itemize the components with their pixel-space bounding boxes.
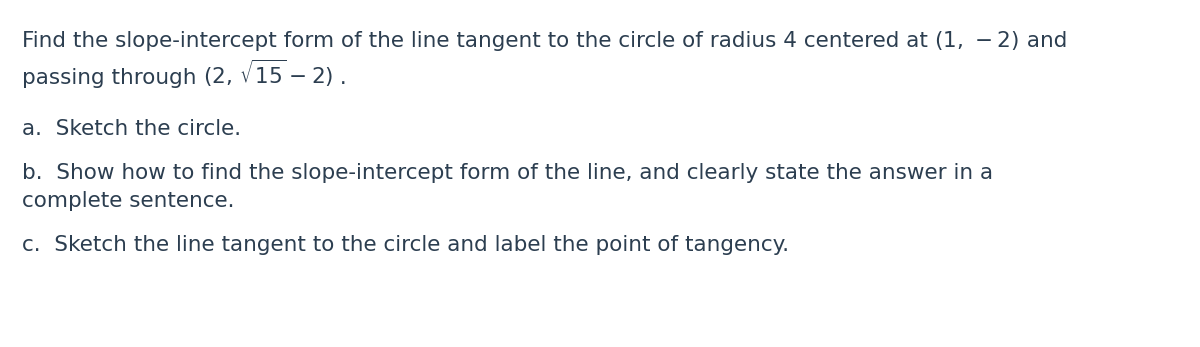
Text: $(2,\,\sqrt{15}-2)$: $(2,\,\sqrt{15}-2)$ [203, 58, 334, 89]
Text: and: and [1020, 31, 1067, 51]
Text: a.  Sketch the circle.: a. Sketch the circle. [22, 119, 241, 139]
Text: b.  Show how to find the slope-intercept form of the line, and clearly state the: b. Show how to find the slope-intercept … [22, 163, 992, 183]
Text: $(1,\,-2)$: $(1,\,-2)$ [935, 29, 1020, 52]
Text: complete sentence.: complete sentence. [22, 191, 234, 211]
Text: passing through: passing through [22, 68, 203, 88]
Text: Find the slope-intercept form of the line tangent to the circle of radius 4 cent: Find the slope-intercept form of the lin… [22, 31, 935, 51]
Text: .: . [334, 68, 347, 88]
Text: c.  Sketch the line tangent to the circle and label the point of tangency.: c. Sketch the line tangent to the circle… [22, 235, 788, 255]
